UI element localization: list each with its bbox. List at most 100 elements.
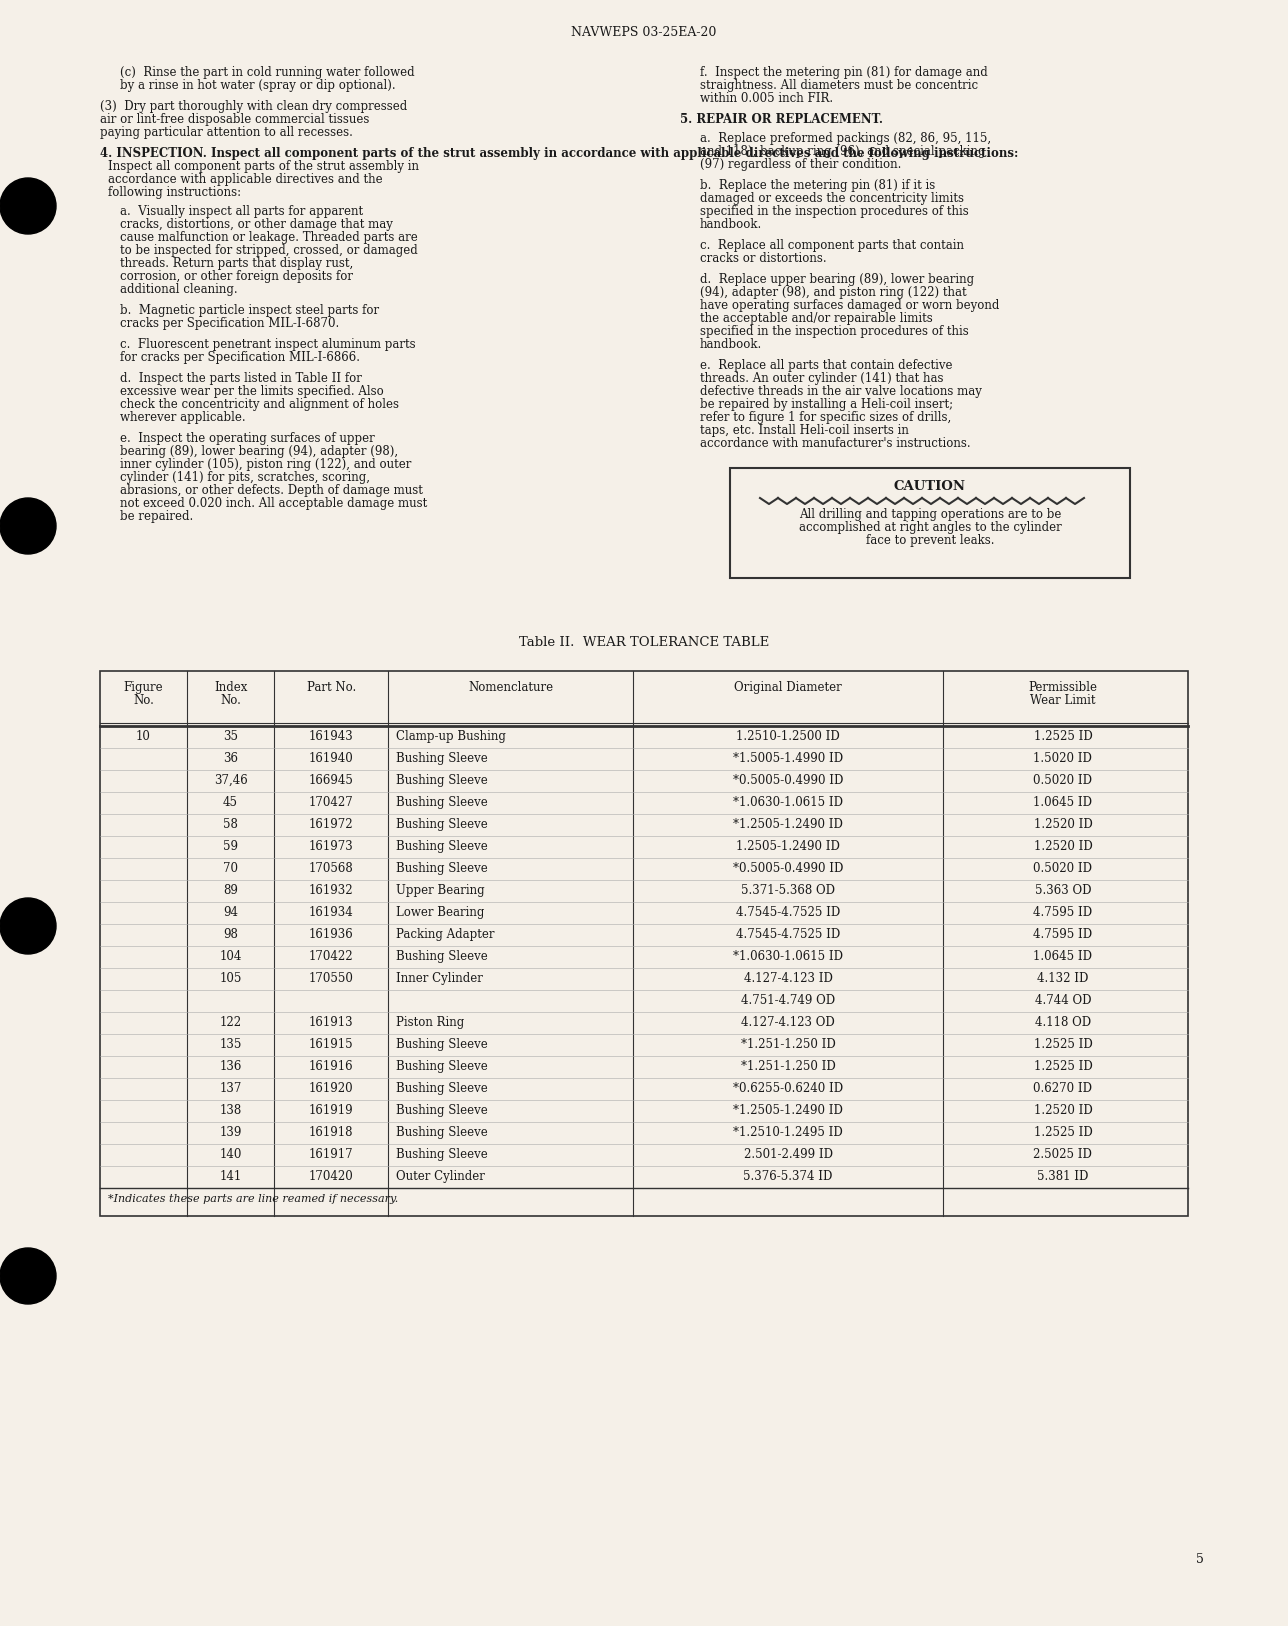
Text: the acceptable and/or repairable limits: the acceptable and/or repairable limits bbox=[699, 312, 933, 325]
Text: 4.7545-4.7525 ID: 4.7545-4.7525 ID bbox=[735, 928, 840, 941]
Text: 137: 137 bbox=[219, 1081, 242, 1094]
Text: accordance with manufacturer's instructions.: accordance with manufacturer's instructi… bbox=[699, 437, 971, 450]
Text: CAUTION: CAUTION bbox=[894, 480, 966, 493]
Text: 4.127-4.123 OD: 4.127-4.123 OD bbox=[742, 1016, 835, 1029]
Text: *0.5005-0.4990 ID: *0.5005-0.4990 ID bbox=[733, 862, 844, 875]
Text: Bushing Sleeve: Bushing Sleeve bbox=[397, 841, 488, 854]
Text: 4.132 ID: 4.132 ID bbox=[1037, 972, 1088, 985]
Text: 161936: 161936 bbox=[309, 928, 354, 941]
Text: b.  Replace the metering pin (81) if it is: b. Replace the metering pin (81) if it i… bbox=[699, 179, 935, 192]
Text: 70: 70 bbox=[223, 862, 238, 875]
Text: 4.744 OD: 4.744 OD bbox=[1034, 993, 1091, 1006]
Text: 4.7595 ID: 4.7595 ID bbox=[1033, 906, 1092, 919]
Text: 4.118 OD: 4.118 OD bbox=[1034, 1016, 1091, 1029]
Text: threads. An outer cylinder (141) that has: threads. An outer cylinder (141) that ha… bbox=[699, 372, 944, 385]
Text: 98: 98 bbox=[223, 928, 238, 941]
Text: No.: No. bbox=[220, 694, 241, 707]
Text: 166945: 166945 bbox=[309, 774, 354, 787]
Text: threads. Return parts that display rust,: threads. Return parts that display rust, bbox=[120, 257, 353, 270]
Text: (c)  Rinse the part in cold running water followed: (c) Rinse the part in cold running water… bbox=[120, 67, 415, 80]
Text: 1.2525 ID: 1.2525 ID bbox=[1033, 1125, 1092, 1138]
Text: Bushing Sleeve: Bushing Sleeve bbox=[397, 1148, 488, 1161]
Circle shape bbox=[0, 1249, 55, 1304]
Text: 37,46: 37,46 bbox=[214, 774, 247, 787]
Text: 138: 138 bbox=[219, 1104, 242, 1117]
Text: for cracks per Specification MIL-I-6866.: for cracks per Specification MIL-I-6866. bbox=[120, 351, 361, 364]
Text: 122: 122 bbox=[219, 1016, 242, 1029]
Text: be repaired.: be repaired. bbox=[120, 511, 193, 524]
Text: Inner Cylinder: Inner Cylinder bbox=[397, 972, 483, 985]
Text: NAVWEPS 03-25EA-20: NAVWEPS 03-25EA-20 bbox=[572, 26, 716, 39]
Text: Bushing Sleeve: Bushing Sleeve bbox=[397, 1081, 488, 1094]
Text: *1.0630-1.0615 ID: *1.0630-1.0615 ID bbox=[733, 797, 844, 810]
Text: and 118), backup ring (96), and special packing: and 118), backup ring (96), and special … bbox=[699, 145, 985, 158]
Text: Bushing Sleeve: Bushing Sleeve bbox=[397, 1037, 488, 1050]
Text: 5: 5 bbox=[1197, 1553, 1204, 1566]
Text: 5.371-5.368 OD: 5.371-5.368 OD bbox=[741, 885, 835, 898]
Text: check the concentricity and alignment of holes: check the concentricity and alignment of… bbox=[120, 398, 399, 411]
Text: 1.2525 ID: 1.2525 ID bbox=[1033, 1037, 1092, 1050]
Text: 161915: 161915 bbox=[309, 1037, 353, 1050]
Text: 0.6270 ID: 0.6270 ID bbox=[1033, 1081, 1092, 1094]
Text: *0.6255-0.6240 ID: *0.6255-0.6240 ID bbox=[733, 1081, 844, 1094]
Text: Upper Bearing: Upper Bearing bbox=[397, 885, 486, 898]
Text: 1.2520 ID: 1.2520 ID bbox=[1033, 818, 1092, 831]
Text: Wear Limit: Wear Limit bbox=[1030, 694, 1096, 707]
Text: 170550: 170550 bbox=[309, 972, 354, 985]
Text: taps, etc. Install Heli-coil inserts in: taps, etc. Install Heli-coil inserts in bbox=[699, 424, 909, 437]
Text: 170568: 170568 bbox=[309, 862, 354, 875]
Text: c.  Fluorescent penetrant inspect aluminum parts: c. Fluorescent penetrant inspect aluminu… bbox=[120, 338, 416, 351]
Text: a.  Replace preformed packings (82, 86, 95, 115,: a. Replace preformed packings (82, 86, 9… bbox=[699, 132, 992, 145]
Text: c.  Replace all component parts that contain: c. Replace all component parts that cont… bbox=[699, 239, 963, 252]
Text: e.  Replace all parts that contain defective: e. Replace all parts that contain defect… bbox=[699, 359, 953, 372]
Text: *1.2505-1.2490 ID: *1.2505-1.2490 ID bbox=[733, 818, 844, 831]
Text: 139: 139 bbox=[219, 1125, 242, 1138]
Text: paying particular attention to all recesses.: paying particular attention to all reces… bbox=[100, 125, 353, 138]
Text: cracks, distortions, or other damage that may: cracks, distortions, or other damage tha… bbox=[120, 218, 393, 231]
Text: 104: 104 bbox=[219, 950, 242, 963]
Text: 161920: 161920 bbox=[309, 1081, 353, 1094]
Text: 170422: 170422 bbox=[309, 950, 353, 963]
Text: excessive wear per the limits specified. Also: excessive wear per the limits specified.… bbox=[120, 385, 384, 398]
Text: handbook.: handbook. bbox=[699, 218, 762, 231]
Text: 161913: 161913 bbox=[309, 1016, 353, 1029]
Text: 94: 94 bbox=[223, 906, 238, 919]
Text: 4. INSPECTION. Inspect all component parts of the strut assembly in accordance w: 4. INSPECTION. Inspect all component par… bbox=[100, 146, 1019, 159]
Text: 141: 141 bbox=[219, 1171, 242, 1184]
Text: 4.7595 ID: 4.7595 ID bbox=[1033, 928, 1092, 941]
Text: 170427: 170427 bbox=[309, 797, 354, 810]
Text: 4.751-4.749 OD: 4.751-4.749 OD bbox=[741, 993, 835, 1006]
Text: Clamp-up Bushing: Clamp-up Bushing bbox=[397, 730, 506, 743]
Text: damaged or exceeds the concentricity limits: damaged or exceeds the concentricity lim… bbox=[699, 192, 963, 205]
Text: 1.2520 ID: 1.2520 ID bbox=[1033, 1104, 1092, 1117]
Text: 4.7545-4.7525 ID: 4.7545-4.7525 ID bbox=[735, 906, 840, 919]
Text: 1.2520 ID: 1.2520 ID bbox=[1033, 841, 1092, 854]
Text: e.  Inspect the operating surfaces of upper: e. Inspect the operating surfaces of upp… bbox=[120, 433, 375, 446]
Text: 2.5025 ID: 2.5025 ID bbox=[1033, 1148, 1092, 1161]
Text: Inspect all component parts of the strut assembly in: Inspect all component parts of the strut… bbox=[108, 159, 419, 172]
Text: 45: 45 bbox=[223, 797, 238, 810]
Text: additional cleaning.: additional cleaning. bbox=[120, 283, 237, 296]
Text: *0.5005-0.4990 ID: *0.5005-0.4990 ID bbox=[733, 774, 844, 787]
Text: cylinder (141) for pits, scratches, scoring,: cylinder (141) for pits, scratches, scor… bbox=[120, 472, 370, 485]
Text: 105: 105 bbox=[219, 972, 242, 985]
Text: be repaired by installing a Heli-coil insert;: be repaired by installing a Heli-coil in… bbox=[699, 398, 953, 411]
Text: Figure: Figure bbox=[124, 681, 164, 694]
Text: *1.2510-1.2495 ID: *1.2510-1.2495 ID bbox=[733, 1125, 844, 1138]
Text: straightness. All diameters must be concentric: straightness. All diameters must be conc… bbox=[699, 80, 978, 93]
Text: cracks per Specification MIL-I-6870.: cracks per Specification MIL-I-6870. bbox=[120, 317, 339, 330]
Text: 136: 136 bbox=[219, 1060, 242, 1073]
Text: Permissible: Permissible bbox=[1028, 681, 1097, 694]
Text: 0.5020 ID: 0.5020 ID bbox=[1033, 862, 1092, 875]
Text: Bushing Sleeve: Bushing Sleeve bbox=[397, 1125, 488, 1138]
Text: 161919: 161919 bbox=[309, 1104, 353, 1117]
Text: not exceed 0.020 inch. All acceptable damage must: not exceed 0.020 inch. All acceptable da… bbox=[120, 498, 428, 511]
Text: face to prevent leaks.: face to prevent leaks. bbox=[866, 533, 994, 546]
Text: have operating surfaces damaged or worn beyond: have operating surfaces damaged or worn … bbox=[699, 299, 999, 312]
Text: 5.381 ID: 5.381 ID bbox=[1037, 1171, 1088, 1184]
Circle shape bbox=[0, 498, 55, 554]
Text: Table II.  WEAR TOLERANCE TABLE: Table II. WEAR TOLERANCE TABLE bbox=[519, 636, 769, 649]
Text: (97) regardless of their condition.: (97) regardless of their condition. bbox=[699, 158, 902, 171]
Text: 161972: 161972 bbox=[309, 818, 353, 831]
Text: 1.2510-1.2500 ID: 1.2510-1.2500 ID bbox=[737, 730, 840, 743]
